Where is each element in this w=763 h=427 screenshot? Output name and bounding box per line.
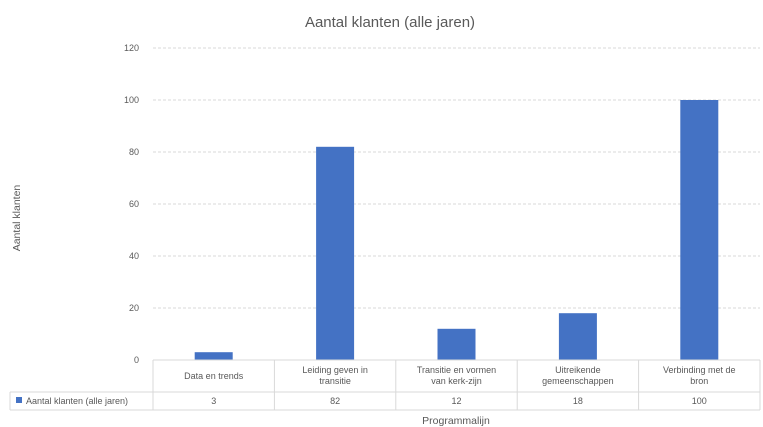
data-label: 18: [573, 396, 583, 406]
y-tick-label: 20: [129, 303, 139, 313]
category-label: transitie: [319, 376, 351, 386]
bar: [437, 328, 476, 360]
chart-title: Aantal klanten (alle jaren): [305, 14, 475, 31]
category-label: Transitie en vormen: [417, 365, 496, 375]
x-axis-title: Programmalijn: [422, 415, 490, 427]
y-tick-label: 120: [124, 43, 139, 53]
data-label: 100: [692, 396, 707, 406]
y-tick-labels: 0 20 40 60 80 100 120: [124, 43, 139, 365]
gridlines: [153, 47, 760, 309]
bar: [316, 146, 355, 360]
series-name: Aantal klanten (alle jaren): [26, 396, 128, 406]
bars: [194, 100, 719, 360]
bar: [558, 313, 597, 360]
category-label: gemeenschappen: [542, 376, 614, 386]
y-axis-title: Aantal klanten: [11, 185, 23, 252]
category-label: bron: [690, 376, 708, 386]
category-label: Leiding geven in: [302, 365, 368, 375]
data-label: 12: [451, 396, 461, 406]
data-label: 3: [211, 396, 216, 406]
bar: [194, 352, 233, 360]
category-label: Verbinding met de: [663, 365, 736, 375]
y-tick-label: 60: [129, 199, 139, 209]
data-label: 82: [330, 396, 340, 406]
legend-key: [16, 397, 22, 403]
category-label: Data en trends: [184, 371, 244, 381]
y-tick-label: 80: [129, 147, 139, 157]
y-tick-label: 40: [129, 251, 139, 261]
category-label: van kerk-zijn: [431, 376, 482, 386]
y-tick-label: 0: [134, 355, 139, 365]
y-tick-label: 100: [124, 95, 139, 105]
category-label: Uitreikende: [555, 365, 601, 375]
bar: [680, 100, 719, 360]
